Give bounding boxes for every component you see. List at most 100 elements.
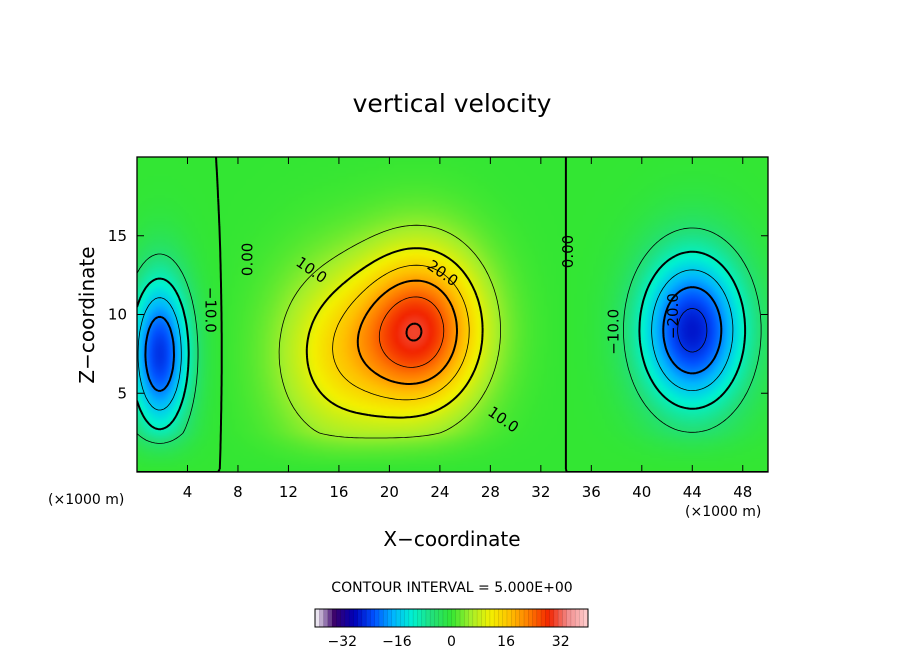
x-tick-label: 40 [632, 483, 651, 501]
colorbar-segment [404, 609, 410, 627]
colorbar-segment [455, 609, 461, 627]
colorbar-segment [536, 609, 542, 627]
y-tick-label: 15 [108, 227, 127, 245]
x-tick-label: 36 [582, 483, 601, 501]
contour-line [332, 264, 470, 401]
colorbar-segment [524, 609, 529, 627]
colorbar-segment [417, 609, 423, 627]
x-tick-label: 28 [481, 483, 500, 501]
colorbar-segment [460, 609, 465, 627]
contour-label: 0.00 [239, 243, 257, 276]
colorbar-segment [528, 609, 533, 627]
colorbar-segment [387, 609, 393, 627]
colorbar-segment [323, 609, 329, 627]
colorbar-segment [413, 609, 418, 627]
colorbar-segment [442, 609, 448, 627]
heatmap-raster [137, 157, 768, 472]
colorbar-segment [383, 609, 388, 627]
contour-line [137, 157, 768, 472]
contour-label: −10.0 [202, 287, 220, 333]
colorbar-segment [468, 609, 474, 627]
contour-line [356, 279, 458, 385]
colorbar-segment [332, 609, 337, 627]
x-tick-label: 48 [733, 483, 752, 501]
colorbar-segment [502, 609, 508, 627]
x-axis-unit-right: (×1000 m) [685, 504, 761, 520]
contour-line [305, 247, 484, 419]
colorbar-segment [562, 609, 568, 627]
colorbar-tick-label: 0 [447, 634, 456, 650]
colorbar-segment [447, 609, 452, 627]
colorbar-segment [319, 609, 324, 627]
colorbar-tick-label: −16 [382, 634, 412, 650]
colorbar-ticks: −32 −16 0 16 32 [328, 634, 570, 650]
colorbar-segment [451, 609, 457, 627]
colorbar-segment [583, 609, 589, 627]
colorbar-segment [532, 609, 538, 627]
colorbar-segment [349, 609, 354, 627]
contour-line [137, 269, 734, 411]
colorbar [315, 609, 589, 627]
colorbar-segment [566, 609, 572, 627]
x-tick-label: 8 [233, 483, 243, 501]
colorbar-segment [575, 609, 580, 627]
contour-line [137, 250, 747, 431]
colorbar-segment [570, 609, 576, 627]
x-tick-label: 44 [683, 483, 702, 501]
colorbar-segment [541, 609, 546, 627]
colorbar-segment [515, 609, 521, 627]
x-axis-ticks: 4 8 12 16 20 24 28 32 36 40 44 48 [183, 157, 752, 501]
contour-interval-text: CONTOUR INTERVAL = 5.000E+00 [331, 580, 572, 596]
colorbar-segment [374, 609, 380, 627]
colorbar-segment [464, 609, 469, 627]
contour-lines [137, 157, 768, 472]
heatmap-field [137, 157, 768, 472]
colorbar-segment [400, 609, 405, 627]
y-tick-label: 10 [108, 306, 127, 324]
colorbar-tick-label: −32 [328, 634, 358, 650]
x-axis-unit-left: (×1000 m) [48, 492, 124, 508]
colorbar-segment [489, 609, 495, 627]
contour-line [144, 286, 723, 392]
contour-line [378, 296, 445, 368]
colorbar-segment [558, 609, 563, 627]
contour-label: 0.00 [559, 235, 577, 268]
colorbar-segment [336, 609, 341, 627]
colorbar-segment [579, 609, 585, 627]
colorbar-segment [485, 609, 491, 627]
chart-title: vertical velocity [353, 89, 552, 118]
colorbar-segment [438, 609, 444, 627]
colorbar-segment [378, 609, 384, 627]
colorbar-segment [340, 609, 346, 627]
colorbar-segment [396, 609, 401, 627]
colorbar-segment [506, 609, 512, 627]
colorbar-tick-label: 32 [552, 634, 570, 650]
x-tick-label: 4 [183, 483, 193, 501]
x-tick-label: 24 [430, 483, 449, 501]
y-axis-ticks: 5 10 15 [108, 227, 768, 402]
contour-line [278, 224, 501, 439]
colorbar-segment [477, 609, 482, 627]
colorbar-segment [494, 609, 499, 627]
colorbar-segment [498, 609, 504, 627]
colorbar-segment [481, 609, 487, 627]
colorbar-segment [366, 609, 371, 627]
x-tick-label: 32 [531, 483, 550, 501]
colorbar-segment [361, 609, 367, 627]
colorbar-frame [314, 608, 589, 628]
colorbar-segment [315, 609, 320, 627]
x-tick-label: 20 [380, 483, 399, 501]
x-tick-label: 12 [279, 483, 298, 501]
contour-line [137, 227, 762, 444]
colorbar-segment [472, 609, 478, 627]
contour-label: −20.0 [664, 293, 682, 339]
colorbar-segment [370, 609, 376, 627]
colorbar-segment [344, 609, 350, 627]
colorbar-segment [549, 609, 555, 627]
x-axis-label: X−coordinate [383, 527, 520, 551]
colorbar-segment [511, 609, 516, 627]
colorbar-segment [430, 609, 435, 627]
colorbar-segment [421, 609, 427, 627]
colorbar-segment [434, 609, 440, 627]
